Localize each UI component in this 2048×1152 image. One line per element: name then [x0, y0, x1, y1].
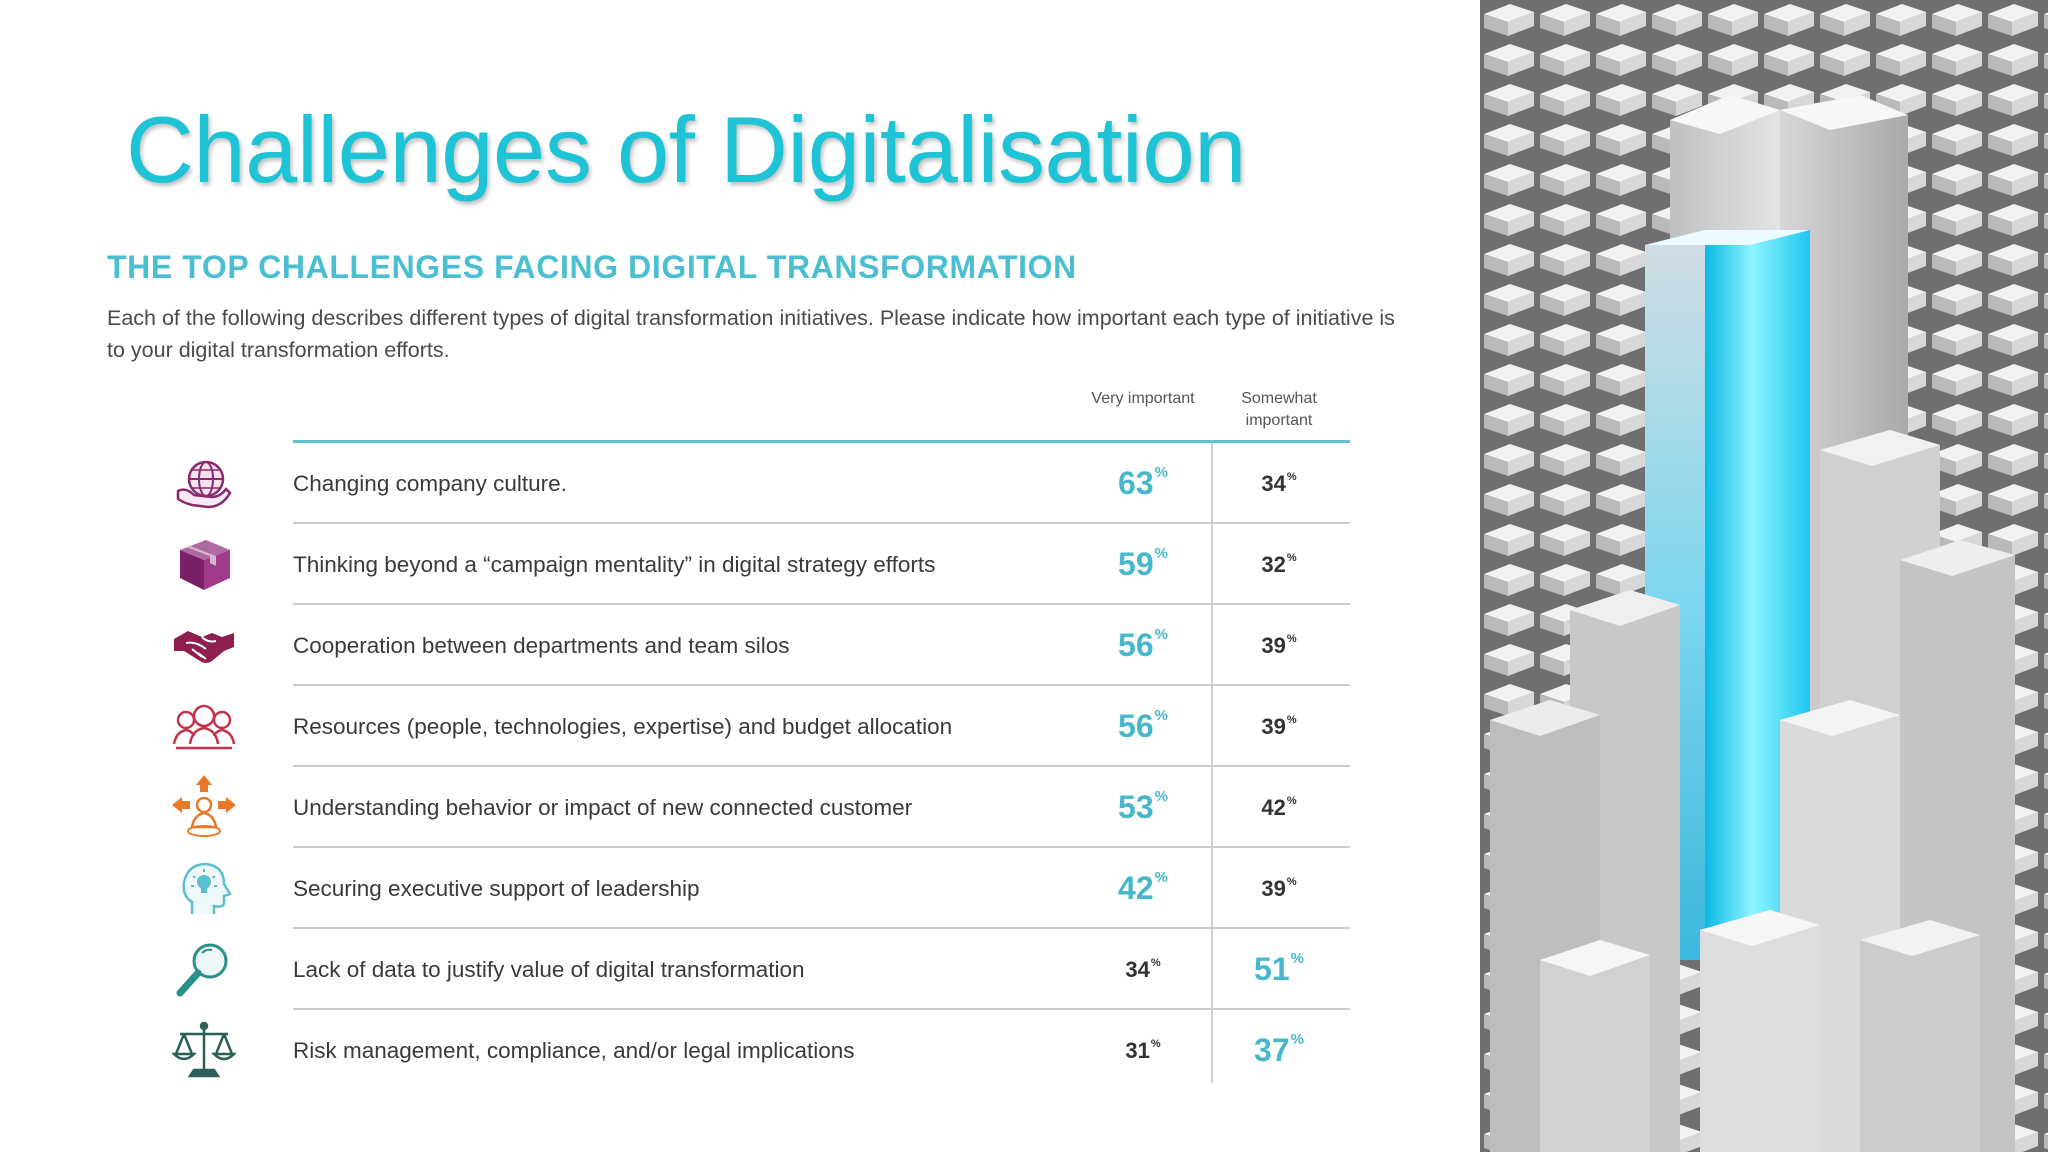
table-row: Cooperation between departments and team…: [160, 605, 1350, 686]
row-divider: [293, 1008, 1350, 1010]
row-divider: [293, 684, 1350, 686]
somewhat-important-value: 37%: [1254, 1031, 1304, 1068]
very-important-value: 31%: [1125, 1037, 1161, 1063]
row-label: Securing executive support of leadership: [293, 875, 700, 901]
table-row: Understanding behavior or impact of new …: [160, 767, 1350, 848]
row-label: Changing company culture.: [293, 470, 567, 496]
row-label: Understanding behavior or impact of new …: [293, 794, 913, 820]
magnifier-icon: [172, 937, 236, 1001]
column-header-somewhat-important: Somewhat important: [1241, 390, 1317, 429]
handshake-icon: [172, 613, 236, 677]
globe-hand-icon: [172, 451, 236, 515]
table-row: Risk management, compliance, and/or lega…: [160, 1010, 1350, 1091]
column-divider: [1211, 443, 1213, 1083]
very-important-value: 59%: [1118, 545, 1168, 582]
customer-arrows-icon: [172, 775, 236, 839]
very-important-value: 56%: [1118, 626, 1168, 663]
very-important-value: 63%: [1118, 464, 1168, 501]
header-divider: [293, 440, 1350, 443]
head-lightbulb-icon: [172, 856, 236, 920]
table-row: Thinking beyond a “campaign mentality” i…: [160, 524, 1350, 605]
people-group-icon: [172, 694, 236, 758]
row-label: Thinking beyond a “campaign mentality” i…: [293, 551, 936, 577]
row-divider: [293, 846, 1350, 848]
table-row: Resources (people, technologies, experti…: [160, 686, 1350, 767]
city-blocks-image: [1480, 0, 2048, 1152]
row-label: Cooperation between departments and team…: [293, 632, 790, 658]
somewhat-important-value: 51%: [1254, 950, 1304, 987]
row-label: Lack of data to justify value of digital…: [293, 956, 805, 982]
slide-title: Challenges of Digitalisation: [126, 97, 1246, 202]
somewhat-important-value: 32%: [1261, 551, 1297, 577]
scales-icon: [172, 1018, 236, 1082]
row-divider: [293, 522, 1350, 524]
somewhat-important-value: 39%: [1261, 875, 1297, 901]
somewhat-important-value: 34%: [1261, 470, 1297, 496]
table-row: Changing company culture. 63% 34%: [160, 443, 1350, 524]
survey-intro: Each of the following describes differen…: [107, 306, 1395, 362]
somewhat-important-value: 42%: [1261, 794, 1297, 820]
row-label: Risk management, compliance, and/or lega…: [293, 1037, 855, 1063]
row-divider: [293, 927, 1350, 929]
table-row: Securing executive support of leadership…: [160, 848, 1350, 929]
row-label: Resources (people, technologies, experti…: [293, 713, 953, 739]
row-divider: [293, 603, 1350, 605]
very-important-value: 34%: [1125, 956, 1161, 982]
box-icon: [172, 532, 236, 596]
very-important-value: 42%: [1118, 869, 1168, 906]
survey-heading: THE TOP CHALLENGES FACING DIGITAL TRANSF…: [107, 249, 1077, 285]
somewhat-important-value: 39%: [1261, 713, 1297, 739]
column-header-very-important: Very important: [1091, 390, 1195, 407]
somewhat-important-value: 39%: [1261, 632, 1297, 658]
very-important-value: 56%: [1118, 707, 1168, 744]
row-divider: [293, 765, 1350, 767]
table-row: Lack of data to justify value of digital…: [160, 929, 1350, 1010]
very-important-value: 53%: [1118, 788, 1168, 825]
